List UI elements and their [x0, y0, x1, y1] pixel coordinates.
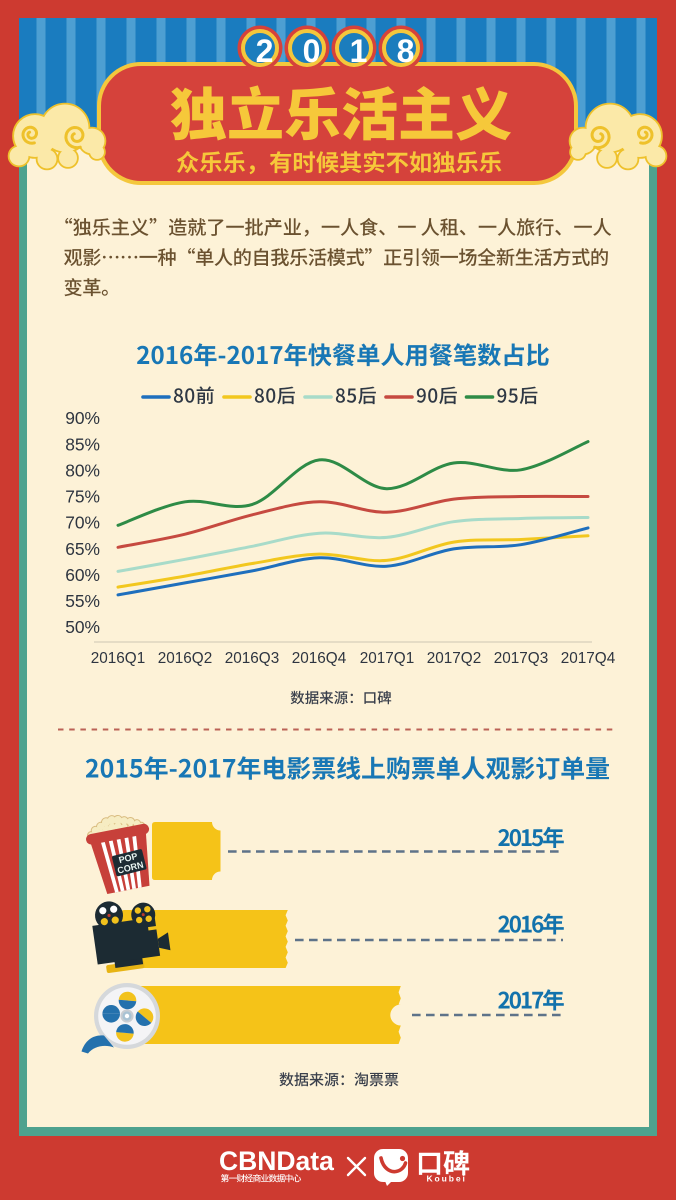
- svg-text:2016Q2: 2016Q2: [158, 650, 212, 667]
- svg-text:Koubei: Koubei: [427, 1174, 467, 1184]
- svg-text:2017Q3: 2017Q3: [494, 650, 548, 667]
- svg-text:2: 2: [256, 33, 274, 69]
- svg-text:80%: 80%: [65, 460, 100, 480]
- svg-text:2016Q4: 2016Q4: [292, 650, 347, 667]
- svg-text:2017Q4: 2017Q4: [561, 650, 616, 667]
- svg-text:90%: 90%: [65, 408, 100, 428]
- svg-text:2017Q1: 2017Q1: [360, 650, 414, 667]
- svg-text:2016Q3: 2016Q3: [225, 650, 279, 667]
- svg-text:1: 1: [350, 33, 368, 69]
- svg-text:65%: 65%: [65, 539, 100, 559]
- svg-text:8: 8: [397, 33, 415, 69]
- svg-text:60%: 60%: [65, 565, 100, 585]
- svg-text:CBNData: CBNData: [219, 1146, 334, 1176]
- svg-text:POP: POP: [118, 851, 139, 865]
- svg-text:70%: 70%: [65, 513, 100, 533]
- svg-text:2017Q2: 2017Q2: [427, 650, 481, 667]
- svg-text:50%: 50%: [65, 617, 100, 637]
- svg-text:55%: 55%: [65, 591, 100, 611]
- svg-text:2016Q1: 2016Q1: [91, 650, 145, 667]
- svg-text:75%: 75%: [65, 487, 100, 507]
- svg-text:0: 0: [303, 33, 321, 69]
- svg-text:85%: 85%: [65, 434, 100, 454]
